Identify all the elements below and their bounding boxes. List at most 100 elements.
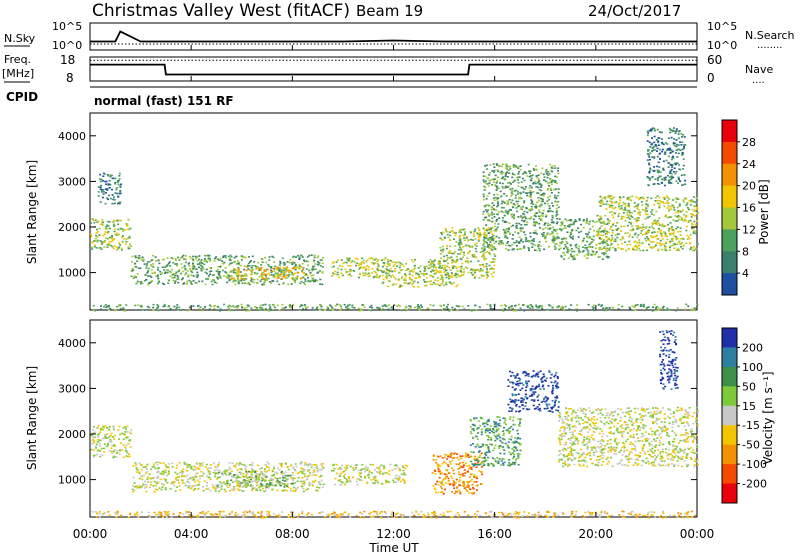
heatmap-cell: [264, 474, 267, 476]
heatmap-cell: [104, 202, 107, 205]
heatmap-cell: [128, 237, 131, 239]
heatmap-cell: [533, 181, 535, 184]
heatmap-cell: [458, 239, 461, 241]
heatmap-cell: [313, 256, 316, 259]
heatmap-cell: [111, 188, 113, 191]
heatmap-cell: [568, 219, 571, 222]
heatmap-cell: [620, 207, 623, 210]
heatmap-cell: [510, 214, 513, 216]
heatmap-cell: [484, 237, 487, 240]
heatmap-cell: [622, 215, 625, 218]
heatmap-cell: [114, 228, 117, 230]
heatmap-cell: [552, 232, 554, 234]
heatmap-cell: [236, 260, 239, 262]
heatmap-cell: [455, 266, 458, 269]
heatmap-cell: [362, 262, 365, 264]
heatmap-cell: [449, 249, 452, 252]
heatmap-cell: [673, 242, 676, 245]
heatmap-cell: [347, 274, 350, 276]
heatmap-cell: [442, 259, 445, 261]
heatmap-cell: [307, 279, 310, 282]
heatmap-cell: [112, 426, 115, 428]
heatmap-cell: [308, 269, 311, 272]
heatmap-cell: [96, 453, 98, 456]
heatmap-cell: [537, 209, 540, 211]
heatmap-cell: [191, 262, 194, 265]
heatmap-cell: [192, 476, 195, 478]
heatmap-cell: [93, 440, 96, 442]
heatmap-cell: [294, 264, 297, 266]
heatmap-cell: [617, 247, 620, 249]
heatmap-cell: [190, 465, 193, 468]
heatmap-cell: [569, 244, 572, 246]
heatmap-cell: [416, 308, 419, 310]
heatmap-cell: [117, 429, 120, 431]
heatmap-cell: [224, 490, 227, 493]
heatmap-cell: [270, 266, 273, 268]
heatmap-cell: [669, 246, 671, 249]
heatmap-cell: [561, 221, 564, 223]
heatmap-cell: [331, 266, 334, 268]
heatmap-cell: [629, 233, 632, 236]
heatmap-cell: [136, 273, 139, 275]
heatmap-cell: [215, 487, 218, 490]
heatmap-cell: [492, 208, 495, 211]
heatmap-cell: [185, 272, 188, 274]
heatmap-cell: [203, 260, 206, 262]
heatmap-cell: [373, 270, 376, 273]
heatmap-cell: [658, 183, 661, 185]
heatmap-cell: [171, 481, 174, 484]
heatmap-cell: [653, 149, 656, 151]
heatmap-cell: [529, 172, 531, 175]
heatmap-cell: [447, 274, 450, 277]
heatmap-cell: [217, 266, 220, 268]
heatmap-cell: [547, 224, 550, 227]
heatmap-cell: [491, 227, 494, 229]
heatmap-cell: [104, 435, 107, 438]
heatmap-cell: [91, 242, 94, 244]
heatmap-cell: [653, 135, 656, 138]
heatmap-cell: [110, 432, 113, 435]
heatmap-cell: [546, 234, 548, 236]
heatmap-cell: [455, 267, 458, 270]
heatmap-cell: [658, 131, 661, 133]
heatmap-cell: [136, 487, 139, 489]
heatmap-cell: [295, 465, 298, 468]
heatmap-cell: [181, 473, 184, 475]
heatmap-cell: [547, 187, 550, 190]
heatmap-cell: [450, 275, 453, 277]
heatmap-cell: [299, 480, 302, 483]
heatmap-cell: [174, 258, 177, 260]
heatmap-cell: [106, 224, 109, 226]
heatmap-cell: [198, 255, 201, 257]
heatmap-cell: [441, 245, 444, 248]
heatmap-cell: [348, 273, 351, 276]
heatmap-cell: [678, 130, 681, 132]
heatmap-cell: [363, 266, 366, 268]
heatmap-cell: [245, 486, 248, 488]
heatmap-cell: [627, 210, 630, 212]
heatmap-cell: [269, 306, 272, 308]
heatmap-cell: [563, 254, 566, 256]
heatmap-cell: [548, 304, 551, 306]
heatmap-cell: [114, 181, 117, 184]
heatmap-cell: [260, 471, 263, 473]
heatmap-cell: [518, 171, 521, 173]
heatmap-cell: [653, 183, 656, 185]
heatmap-cell: [501, 200, 504, 203]
heatmap-cell: [364, 466, 367, 468]
heatmap-cell: [167, 305, 170, 307]
heatmap-cell: [557, 200, 560, 203]
heatmap-cell: [278, 462, 281, 465]
heatmap-cell: [653, 170, 656, 172]
heatmap-cell: [104, 188, 107, 190]
heatmap-cell: [286, 269, 289, 272]
heatmap-cell: [679, 216, 682, 218]
heatmap-cell: [318, 487, 321, 489]
heatmap-cell: [282, 262, 285, 264]
heatmap-cell: [529, 209, 532, 212]
heatmap-cell: [574, 219, 577, 221]
heatmap-cell: [473, 243, 476, 246]
heatmap-cell: [687, 221, 690, 223]
heatmap-cell: [500, 206, 503, 209]
